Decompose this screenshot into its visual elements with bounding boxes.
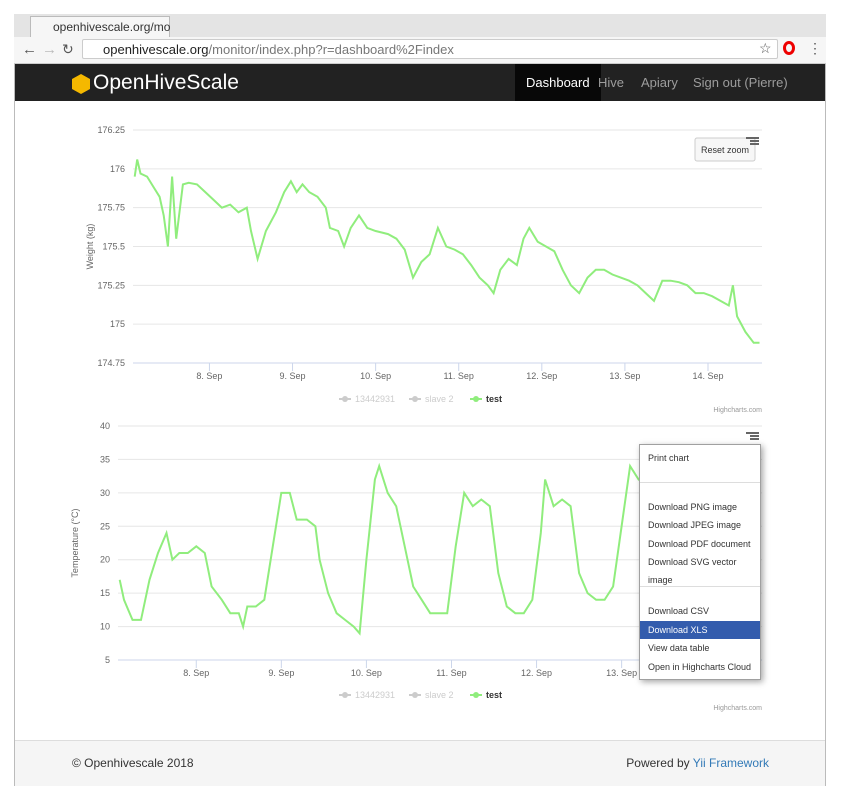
- legend-symbol: [342, 692, 348, 698]
- x-tick-label: 10. Sep: [351, 668, 382, 678]
- y-axis-title: Temperature (°C): [70, 508, 80, 577]
- legend-symbol: [412, 692, 418, 698]
- x-tick-label: 14. Sep: [692, 371, 723, 381]
- address-bar[interactable]: openhivescale.org/monitor/index.php?r=da…: [82, 39, 778, 59]
- reset-zoom-label: Reset zoom: [701, 145, 749, 155]
- menu-item[interactable]: Open in Highcharts Cloud: [648, 662, 752, 672]
- browser-menu[interactable]: ⋮: [808, 40, 822, 56]
- brand-logo: [72, 74, 90, 94]
- menu-item[interactable]: Download SVG vector image: [648, 557, 737, 585]
- y-tick-label: 40: [100, 421, 110, 431]
- data-line: [118, 462, 678, 636]
- legend-symbol: [412, 396, 418, 402]
- y-tick-label: 175.75: [97, 203, 125, 213]
- y-tick-label: 20: [100, 555, 110, 565]
- x-tick-label: 12. Sep: [526, 371, 557, 381]
- legend-item: 13442931: [355, 690, 395, 700]
- reset-zoom-button: [694, 137, 756, 162]
- y-tick-label: 176.25: [97, 125, 125, 135]
- opera-icon[interactable]: [783, 41, 795, 55]
- x-tick-label: 12. Sep: [521, 668, 552, 678]
- x-tick-label: 11. Sep: [444, 371, 474, 381]
- back-button[interactable]: ←: [22, 41, 37, 58]
- y-tick-label: 5: [105, 655, 110, 665]
- export-menu: Print chart Download PNG image Download JP…: [639, 444, 761, 680]
- data-line: [133, 159, 760, 344]
- menu-item[interactable]: Download JPEG image: [648, 520, 742, 530]
- legend-item: test: [486, 690, 502, 700]
- nav-link[interactable]: Dashboard: [515, 64, 601, 101]
- y-tick-label: 10: [100, 622, 110, 632]
- legend-item: slave 2: [425, 394, 454, 404]
- y-tick-label: 176: [110, 164, 125, 174]
- y-tick-label: 175: [110, 319, 125, 329]
- y-tick-label: 175.5: [102, 242, 125, 252]
- y-tick-label: 35: [100, 454, 110, 464]
- forward-button[interactable]: →: [42, 41, 57, 58]
- legend-item: test: [486, 394, 502, 404]
- x-tick-label: 13. Sep: [606, 668, 637, 678]
- legend-item: 13442931: [355, 394, 395, 404]
- menu-item[interactable]: Download PNG image: [648, 502, 738, 512]
- credits: Highcharts.com: [713, 407, 762, 414]
- browser-tab[interactable]: openhivescale.org/mo: [30, 16, 170, 37]
- footer: [15, 740, 825, 786]
- copyright: © Openhivescale 2018: [72, 756, 194, 770]
- menu-separator: [640, 482, 760, 483]
- brand[interactable]: OpenHiveScale: [93, 71, 239, 94]
- menu-separator: [640, 586, 760, 587]
- x-tick-label: 10. Sep: [360, 371, 391, 381]
- menu-item[interactable]: Download XLS: [640, 621, 760, 639]
- menu-item[interactable]: Print chart: [648, 453, 690, 463]
- powered-by: Powered by Yii Framework: [626, 756, 769, 770]
- legend-symbol: [342, 396, 348, 402]
- navbar: [15, 64, 825, 101]
- x-tick-label: 8. Sep: [196, 371, 222, 381]
- x-tick-label: 13. Sep: [609, 371, 640, 381]
- reload-button[interactable]: ↻: [62, 41, 74, 57]
- y-tick-label: 30: [100, 488, 110, 498]
- framework-link[interactable]: Yii Framework: [692, 756, 769, 770]
- powered-text: Powered by: [626, 756, 690, 770]
- y-tick-label: 174.75: [97, 358, 125, 368]
- x-tick-label: 11. Sep: [436, 668, 466, 678]
- y-tick-label: 15: [100, 588, 110, 598]
- tab-strip: [14, 14, 826, 37]
- y-axis-title: Weight (kg): [85, 224, 95, 270]
- legend-item: slave 2: [425, 690, 454, 700]
- bookmark-star[interactable]: ☆: [759, 40, 772, 56]
- legend-symbol: [473, 692, 479, 698]
- menu-item[interactable]: View data table: [648, 643, 710, 653]
- menu-item[interactable]: Download CSV: [648, 606, 710, 616]
- x-tick-label: 9. Sep: [268, 668, 294, 678]
- y-tick-label: 175.25: [97, 280, 125, 290]
- legend-symbol: [473, 396, 479, 402]
- nav-link[interactable]: Hive: [598, 75, 625, 90]
- x-tick-label: 8. Sep: [183, 668, 209, 678]
- y-tick-label: 25: [100, 521, 110, 531]
- nav-link[interactable]: Apiary: [641, 75, 678, 90]
- credits: Highcharts.com: [713, 705, 762, 712]
- tab-title: openhivescale.org/mo: [53, 20, 171, 34]
- url-path: /monitor/index.php?r=dashboard%2Findex: [208, 42, 454, 57]
- menu-item[interactable]: Download PDF document: [648, 539, 751, 549]
- nav-link[interactable]: Sign out (Pierre): [693, 75, 788, 90]
- url-host: openhivescale.org: [103, 42, 209, 57]
- x-tick-label: 9. Sep: [280, 371, 306, 381]
